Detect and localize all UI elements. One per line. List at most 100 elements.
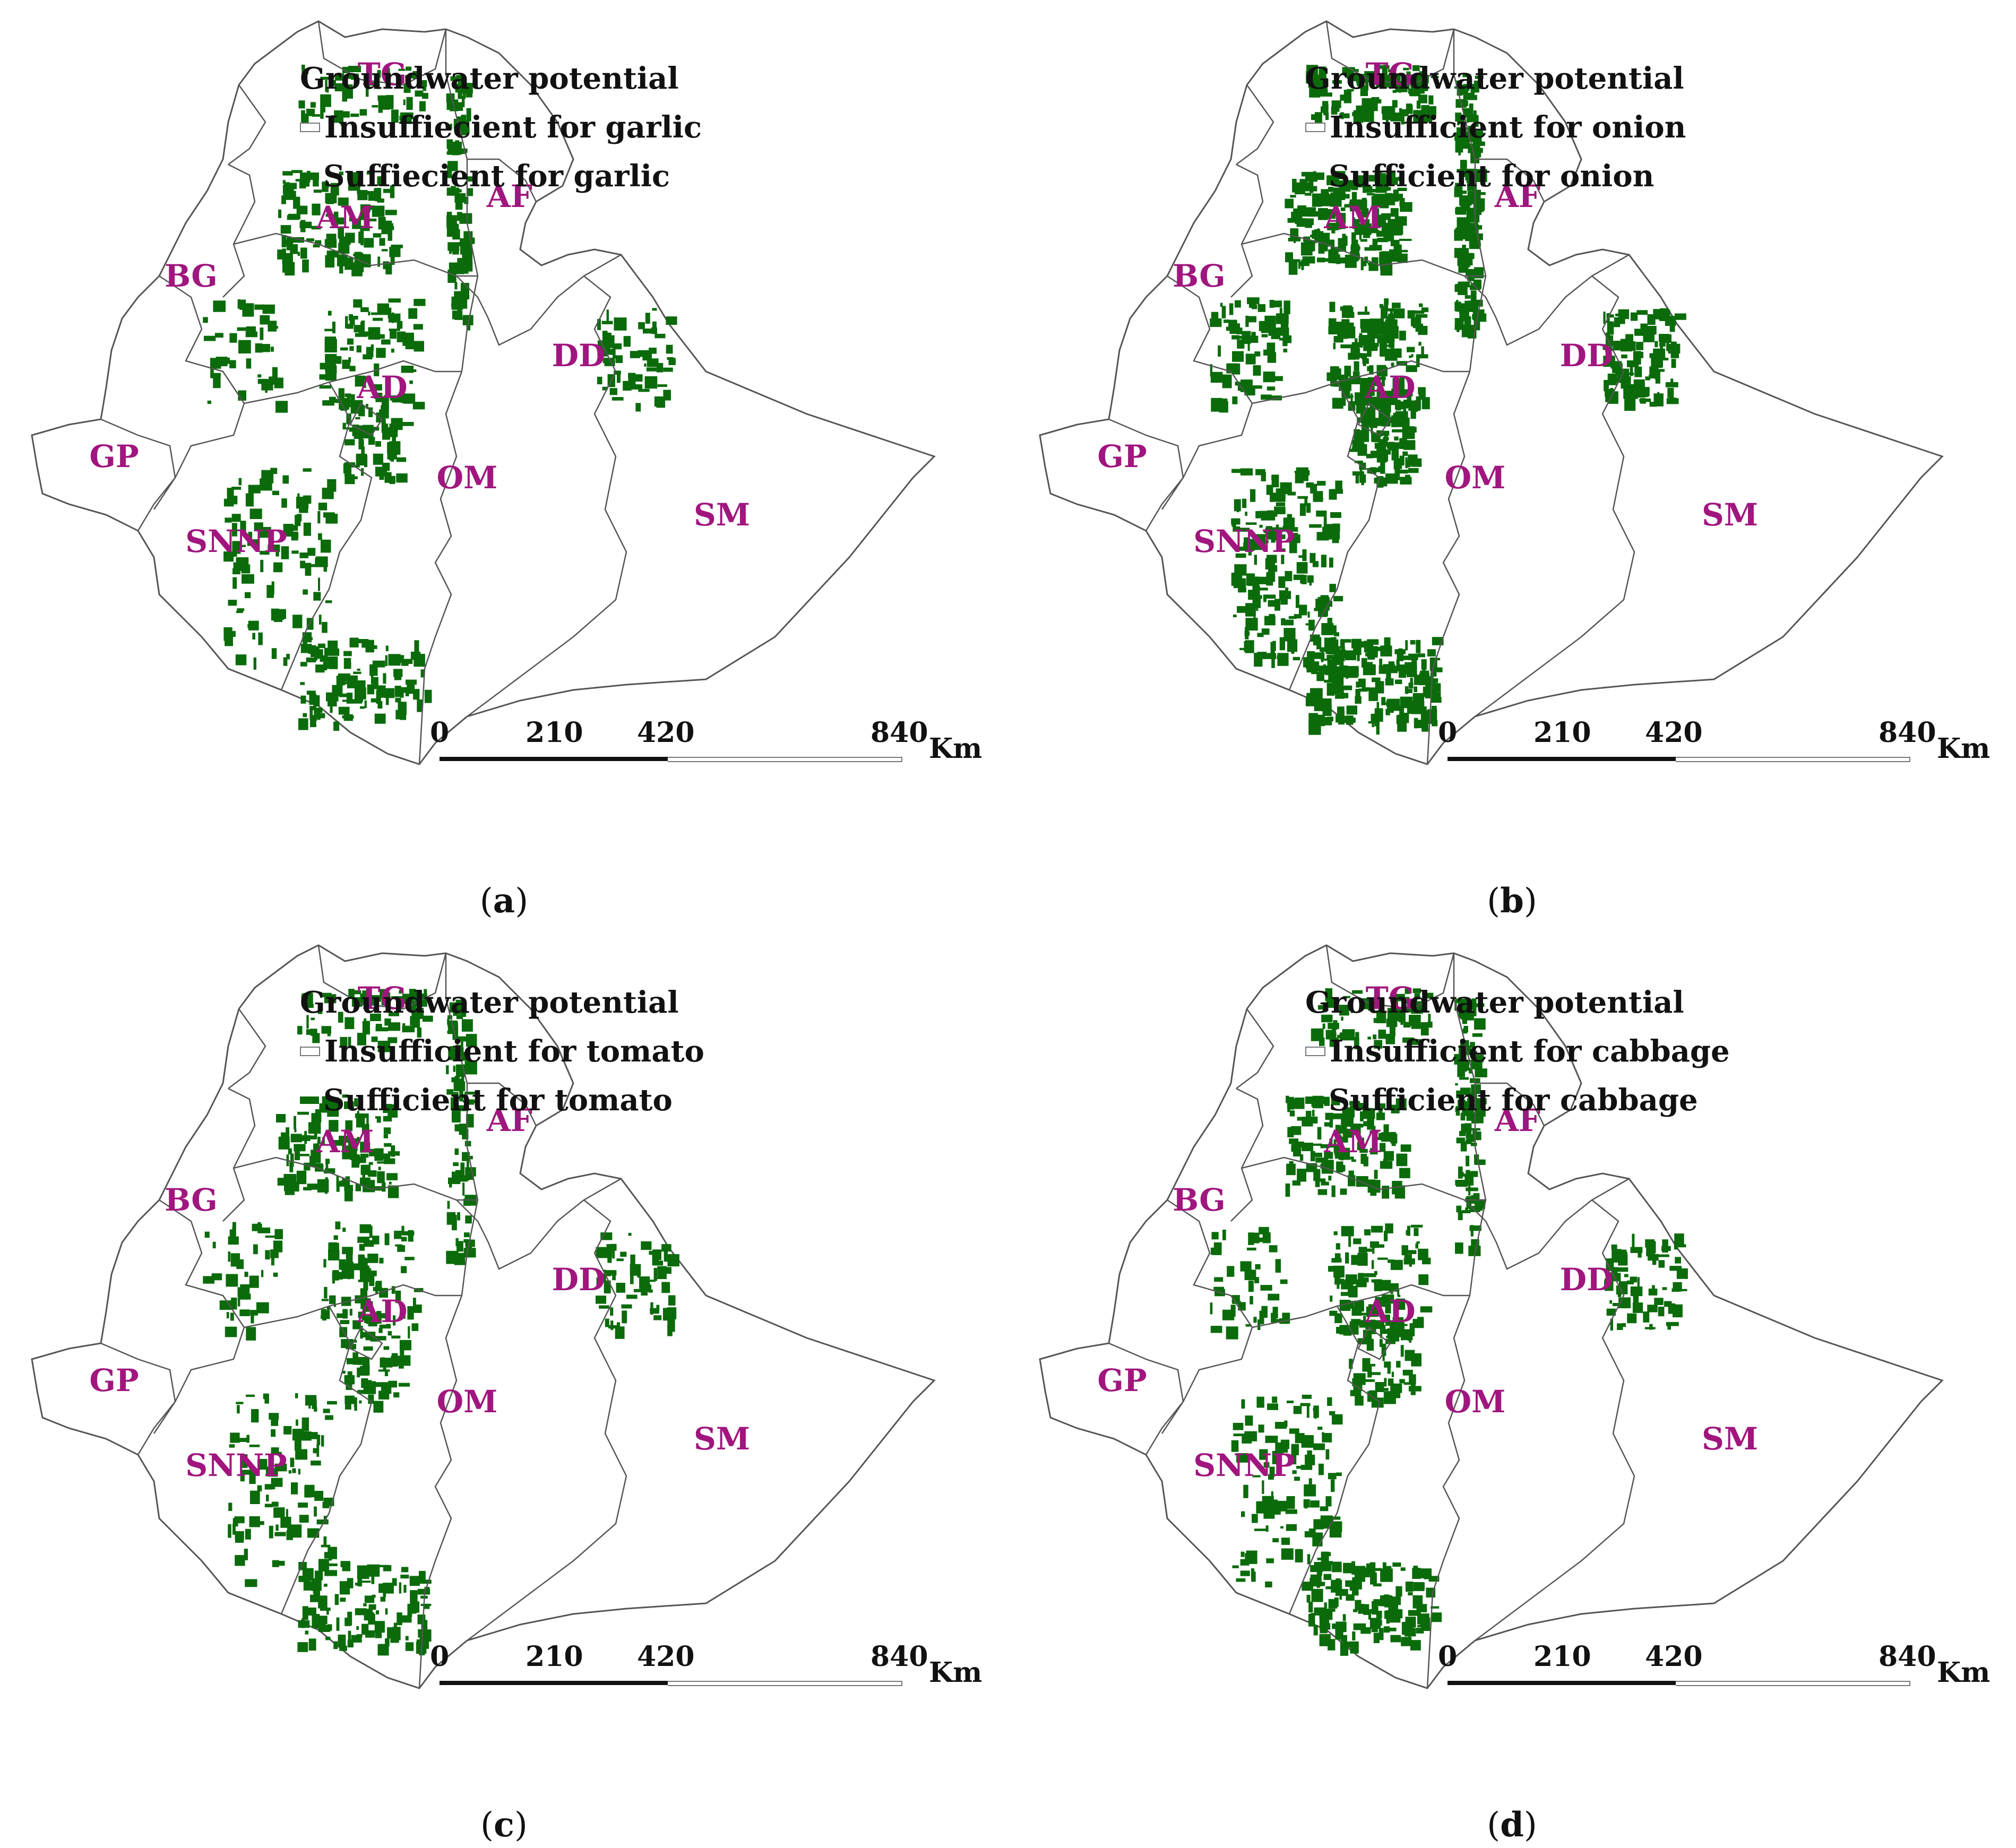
- sufficient-patch: [1616, 1267, 1629, 1272]
- map-legend: Groundwater potential Insufficient for ca…: [1305, 985, 1730, 1118]
- sufficient-patch: [1412, 988, 1421, 994]
- sufficient-patch: [1324, 637, 1332, 649]
- sufficient-patch: [360, 307, 369, 312]
- sufficient-patch: [1385, 1303, 1391, 1314]
- sufficient-patch: [383, 1127, 391, 1134]
- sufficient-patch: [232, 577, 237, 589]
- sufficient-patch: [656, 396, 666, 408]
- sufficient-patch: [235, 1555, 245, 1566]
- sufficient-patch: [1306, 1594, 1311, 1603]
- sufficient-patch: [324, 1584, 328, 1587]
- sufficient-patch: [1372, 1568, 1382, 1571]
- sufficient-patch: [375, 1116, 381, 1119]
- sufficient-patch: [321, 1309, 327, 1317]
- sufficient-patch: [1374, 1271, 1377, 1275]
- sufficient-patch: [1243, 1484, 1248, 1498]
- sufficient-patch: [1273, 1404, 1278, 1410]
- scale-tick: 420: [1645, 716, 1703, 749]
- sufficient-patch: [353, 671, 361, 674]
- region-border: [1108, 1342, 1184, 1455]
- sufficient-patch: [314, 1506, 317, 1517]
- sufficient-patch: [615, 355, 623, 364]
- sufficient-patch: [298, 1469, 300, 1475]
- sufficient-patch: [342, 359, 350, 369]
- sufficient-patch: [1254, 1529, 1267, 1531]
- sufficient-patch: [1366, 1609, 1377, 1613]
- legend-label-sufficient: Sufficient for onion: [1329, 159, 1655, 194]
- sufficient-patch: [1329, 1118, 1333, 1128]
- region-border: [349, 1326, 383, 1360]
- sufficient-patch: [333, 217, 344, 224]
- sufficient-patch: [1472, 1009, 1477, 1016]
- sufficient-patch: [1386, 257, 1392, 270]
- sufficient-patch: [367, 1254, 378, 1263]
- sufficient-patch: [263, 1393, 269, 1400]
- sufficient-patch: [1244, 1270, 1256, 1280]
- sufficient-patch: [1360, 239, 1367, 242]
- sufficient-patch: [374, 1382, 385, 1387]
- sufficient-patch: [1658, 1307, 1665, 1317]
- region-border: [418, 371, 463, 765]
- sufficient-patch: [1379, 304, 1383, 308]
- sufficient-patch: [301, 1577, 305, 1581]
- sufficient-patch: [1407, 1330, 1411, 1341]
- sufficient-patch: [364, 238, 369, 246]
- sufficient-patch: [387, 230, 392, 241]
- sufficient-patch: [360, 1164, 371, 1175]
- sufficient-patch: [304, 1484, 315, 1498]
- sufficient-patch: [1221, 306, 1226, 318]
- sufficient-patch: [1371, 421, 1373, 434]
- sufficient-patch: [325, 600, 332, 603]
- sufficient-patch: [297, 1642, 308, 1652]
- sufficient-patch: [1332, 1113, 1343, 1119]
- sufficient-patch: [1412, 1595, 1423, 1609]
- region-label-snnp: SNNP: [1193, 1447, 1295, 1483]
- sufficient-patch: [248, 620, 259, 631]
- sufficient-patch: [401, 392, 405, 403]
- sufficient-patch: [350, 114, 359, 117]
- caption-letter: a: [493, 881, 515, 921]
- sufficient-patch: [344, 1185, 353, 1191]
- sufficient-patch: [377, 1161, 385, 1164]
- sufficient-patch: [1399, 377, 1405, 385]
- sufficient-patch: [1411, 354, 1414, 358]
- sufficient-patch: [1313, 1625, 1318, 1636]
- sufficient-patch: [273, 1272, 278, 1277]
- sufficient-patch: [1430, 692, 1441, 699]
- sufficient-patch: [1302, 1394, 1312, 1399]
- sufficient-patch: [1270, 493, 1274, 502]
- sufficient-patch: [1404, 1254, 1410, 1259]
- sufficient-patch: [1233, 1422, 1244, 1430]
- sufficient-patch: [362, 990, 366, 998]
- sufficient-patch: [240, 1454, 248, 1468]
- sufficient-patch: [1342, 1107, 1355, 1117]
- sufficient-patch: [1603, 362, 1613, 367]
- sufficient-patch: [1408, 1633, 1411, 1646]
- sufficient-patch: [335, 1221, 341, 1230]
- sufficient-patch: [377, 1041, 391, 1052]
- legend-item-sufficient: Sufficient for onion: [1305, 159, 1686, 194]
- sufficient-patch: [1414, 686, 1417, 693]
- sufficient-patch: [326, 251, 339, 258]
- sufficient-patch: [378, 100, 383, 113]
- sufficient-patch: [466, 1114, 474, 1128]
- sufficient-patch: [1383, 77, 1392, 81]
- sufficient-patch: [329, 356, 342, 364]
- sufficient-patch: [385, 1638, 390, 1646]
- sufficient-patch: [385, 1104, 392, 1108]
- sufficient-patch: [1319, 1178, 1326, 1182]
- sufficient-patch: [630, 1254, 635, 1266]
- sufficient-patch: [332, 80, 336, 87]
- sufficient-patch: [1390, 73, 1401, 84]
- sufficient-patch: [456, 1015, 463, 1020]
- sufficient-patch: [260, 315, 270, 325]
- sufficient-patch: [401, 663, 409, 666]
- sufficient-patch: [344, 466, 352, 477]
- sufficient-patch: [232, 1524, 236, 1535]
- sufficient-patch: [298, 718, 308, 730]
- sufficient-patch: [1324, 258, 1336, 262]
- sufficient-patch: [1623, 309, 1626, 318]
- sufficient-patch: [1376, 452, 1387, 463]
- sufficient-patch: [1393, 308, 1405, 318]
- sufficient-patch: [1365, 306, 1367, 313]
